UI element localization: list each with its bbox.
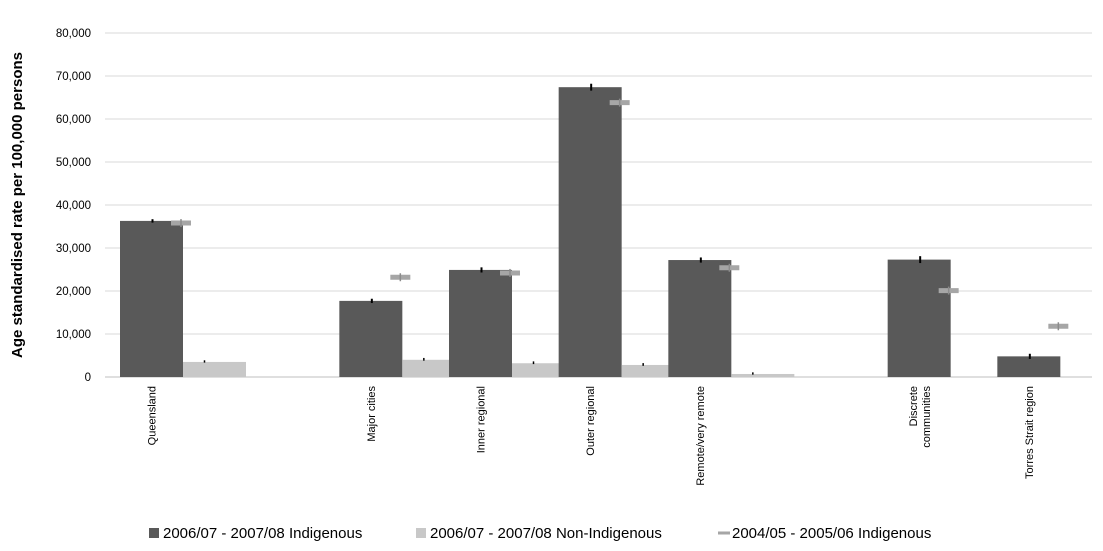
bars xyxy=(120,83,1061,378)
bar-indigenous xyxy=(558,87,622,378)
markers xyxy=(171,98,1069,331)
bar-indigenous xyxy=(997,356,1061,377)
y-axis-label: Age standardised rate per 100,000 person… xyxy=(9,52,26,358)
y-tick-label: 20,000 xyxy=(56,286,91,298)
y-tick-label: 0 xyxy=(85,372,91,384)
legend-label: 2006/07 - 2007/08 Non-Indigenous xyxy=(430,525,662,542)
legend-label: 2006/07 - 2007/08 Indigenous xyxy=(163,525,362,542)
legend-swatch xyxy=(149,528,159,538)
x-tick-label: Queensland xyxy=(147,386,159,445)
x-tick-label: Outer regional xyxy=(585,386,597,456)
y-tick-label: 10,000 xyxy=(56,329,91,341)
x-tick-label: Major cities xyxy=(366,386,378,442)
y-tick-label: 50,000 xyxy=(56,157,91,169)
bar-indigenous xyxy=(449,269,512,377)
y-axis-ticks: 0 10,000 20,000 30,000 40,000 50,000 60,000 70,… xyxy=(56,28,91,384)
y-tick-label: 40,000 xyxy=(56,200,91,212)
y-tick-label: 60,000 xyxy=(56,114,91,126)
bar-indigenous xyxy=(668,260,732,377)
x-tick-label: Torres Strait region xyxy=(1024,386,1036,479)
x-tick-label: Inner regional xyxy=(476,386,488,453)
bar-indigenous xyxy=(120,220,183,377)
x-tick-label: Remote/very remote xyxy=(695,386,707,486)
bar-indigenous xyxy=(887,259,951,377)
bar-non-indigenous xyxy=(731,373,795,377)
x-axis-ticks: Queensland Major cities Inner regional Oute… xyxy=(147,386,1036,486)
y-tick-label: 30,000 xyxy=(56,243,91,255)
bar-non-indigenous xyxy=(183,361,246,377)
legend: 2006/07 - 2007/08 Indigenous 2006/07 - 20… xyxy=(149,525,931,542)
x-tick-label: Discretecommunities xyxy=(908,386,933,448)
legend-swatch xyxy=(416,528,426,538)
bar-indigenous xyxy=(339,300,403,377)
legend-label: 2004/05 - 2005/06 Indigenous xyxy=(732,525,931,542)
y-tick-label: 80,000 xyxy=(56,28,91,40)
y-tick-label: 70,000 xyxy=(56,71,91,83)
